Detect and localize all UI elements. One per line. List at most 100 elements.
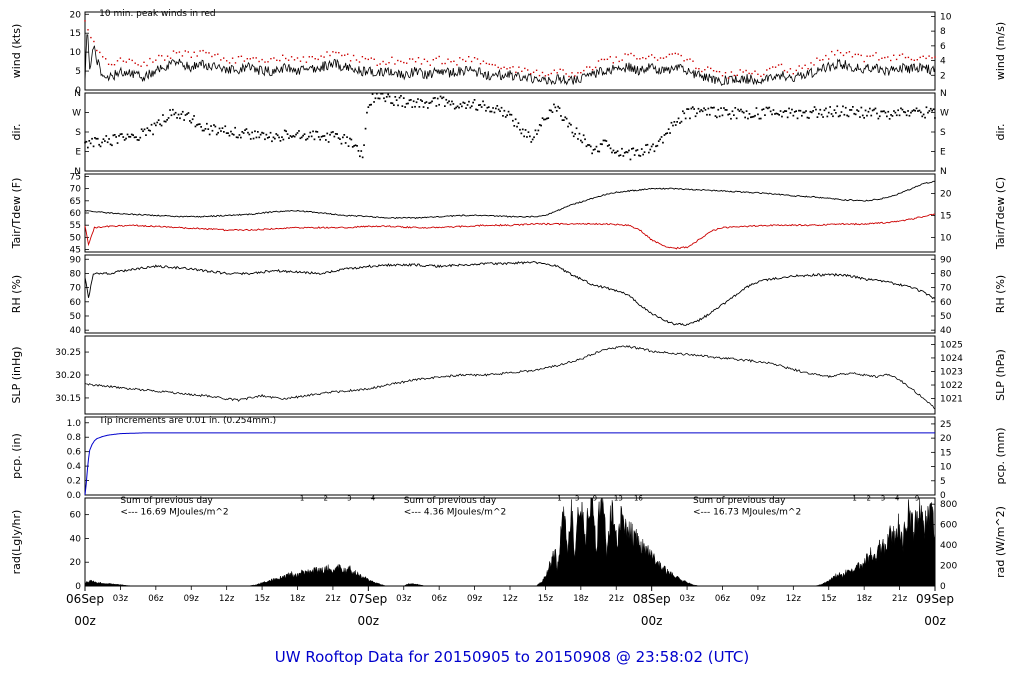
svg-text:06Sep: 06Sep: [66, 592, 104, 606]
svg-text:Tair/Tdew (F): Tair/Tdew (F): [10, 178, 23, 250]
svg-text:12z: 12z: [219, 594, 235, 604]
svg-text:09Sep: 09Sep: [916, 592, 954, 606]
svg-text:70: 70: [940, 284, 952, 294]
svg-text:pcp. (in): pcp. (in): [10, 433, 23, 479]
svg-text:2: 2: [323, 494, 327, 502]
svg-text:15: 15: [70, 29, 81, 39]
svg-text:45: 45: [70, 246, 81, 256]
svg-text:21z: 21z: [892, 594, 908, 604]
svg-text:10 min. peak winds in red: 10 min. peak winds in red: [99, 9, 215, 19]
svg-text:Tip increments are 0.01 in. (0: Tip increments are 0.01 in. (0.254mm.): [98, 416, 276, 426]
svg-text:<--- 16.69 MJoules/m^2: <--- 16.69 MJoules/m^2: [120, 508, 228, 518]
svg-text:70: 70: [70, 185, 82, 195]
svg-text:20: 20: [940, 189, 952, 199]
svg-text:S: S: [75, 128, 81, 138]
svg-text:0: 0: [75, 86, 81, 96]
svg-text:800: 800: [940, 500, 957, 510]
svg-text:4: 4: [940, 57, 946, 67]
svg-text:SLP (hPa): SLP (hPa): [994, 349, 1007, 401]
svg-text:Sum of previous day: Sum of previous day: [693, 496, 786, 506]
svg-text:E: E: [940, 148, 946, 158]
svg-text:wind (m/s): wind (m/s): [994, 22, 1007, 80]
svg-text:21z: 21z: [325, 594, 341, 604]
svg-text:0: 0: [940, 582, 946, 592]
svg-text:20: 20: [70, 558, 82, 568]
svg-text:RH (%): RH (%): [994, 275, 1007, 313]
svg-text:13: 13: [614, 494, 623, 502]
svg-text:40: 40: [70, 534, 82, 544]
svg-text:0.6: 0.6: [67, 448, 82, 458]
svg-text:03z: 03z: [396, 594, 412, 604]
svg-text:18z: 18z: [290, 594, 306, 604]
svg-text:1024: 1024: [940, 354, 963, 364]
svg-text:0: 0: [75, 582, 81, 592]
svg-text:N: N: [74, 167, 81, 177]
svg-text:<--- 16.73 MJoules/m^2: <--- 16.73 MJoules/m^2: [693, 508, 801, 518]
svg-text:12z: 12z: [502, 594, 518, 604]
svg-text:25: 25: [940, 420, 951, 430]
svg-text:1: 1: [557, 494, 561, 502]
svg-text:16: 16: [634, 494, 643, 502]
svg-text:N: N: [74, 89, 81, 99]
svg-text:1.0: 1.0: [67, 419, 82, 429]
svg-text:Sum of previous day: Sum of previous day: [404, 496, 497, 506]
svg-text:0.2: 0.2: [67, 477, 81, 487]
svg-text:06z: 06z: [148, 594, 164, 604]
svg-text:rad (W/m^2): rad (W/m^2): [994, 506, 1007, 578]
svg-text:03z: 03z: [679, 594, 695, 604]
svg-text:N: N: [940, 89, 947, 99]
svg-text:03z: 03z: [113, 594, 129, 604]
svg-text:50: 50: [70, 233, 82, 243]
svg-text:15: 15: [940, 211, 951, 221]
svg-text:15z: 15z: [254, 594, 270, 604]
svg-text:09z: 09z: [750, 594, 766, 604]
svg-text:1: 1: [300, 494, 304, 502]
svg-text:18z: 18z: [573, 594, 589, 604]
svg-text:dir.: dir.: [10, 123, 23, 140]
svg-text:60: 60: [940, 298, 952, 308]
svg-text:00z: 00z: [641, 614, 663, 628]
svg-text:20: 20: [70, 10, 82, 20]
svg-text:30.20: 30.20: [55, 371, 81, 381]
svg-text:6: 6: [940, 42, 946, 52]
svg-text:1022: 1022: [940, 381, 963, 391]
svg-text:15z: 15z: [538, 594, 554, 604]
svg-text:90: 90: [70, 255, 82, 265]
svg-text:55: 55: [70, 221, 81, 231]
svg-text:rad(Lgly/hr): rad(Lgly/hr): [10, 510, 23, 575]
svg-text:40: 40: [70, 326, 82, 336]
svg-text:SLP (inHg): SLP (inHg): [10, 346, 23, 403]
svg-text:30.25: 30.25: [55, 348, 81, 358]
svg-text:E: E: [75, 148, 81, 158]
svg-text:Tair/Tdew (C): Tair/Tdew (C): [994, 177, 1007, 250]
svg-text:60: 60: [70, 209, 82, 219]
svg-text:70: 70: [70, 284, 82, 294]
svg-text:0: 0: [940, 491, 946, 501]
svg-text:10: 10: [940, 463, 952, 473]
svg-text:200: 200: [940, 562, 957, 572]
svg-text:09z: 09z: [467, 594, 483, 604]
svg-text:06z: 06z: [432, 594, 448, 604]
svg-text:3: 3: [347, 494, 351, 502]
svg-text:4: 4: [895, 494, 900, 502]
svg-text:S: S: [940, 128, 946, 138]
svg-text:08Sep: 08Sep: [633, 592, 671, 606]
svg-text:2: 2: [940, 71, 946, 81]
svg-text:3: 3: [575, 494, 579, 502]
svg-text:40: 40: [940, 326, 952, 336]
svg-text:2: 2: [867, 494, 871, 502]
svg-text:18z: 18z: [857, 594, 873, 604]
svg-text:60: 60: [70, 511, 82, 521]
svg-text:00z: 00z: [358, 614, 380, 628]
chart-title: UW Rooftop Data for 20150905 to 20150908…: [274, 648, 750, 666]
svg-text:W: W: [940, 109, 949, 119]
svg-text:00z: 00z: [74, 614, 96, 628]
svg-text:10: 10: [940, 12, 952, 22]
svg-text:0.0: 0.0: [67, 491, 82, 501]
svg-text:Sum of previous day: Sum of previous day: [120, 496, 213, 506]
svg-text:1025: 1025: [940, 340, 963, 350]
svg-text:3: 3: [881, 494, 885, 502]
svg-text:20: 20: [940, 434, 952, 444]
svg-text:1023: 1023: [940, 367, 963, 377]
